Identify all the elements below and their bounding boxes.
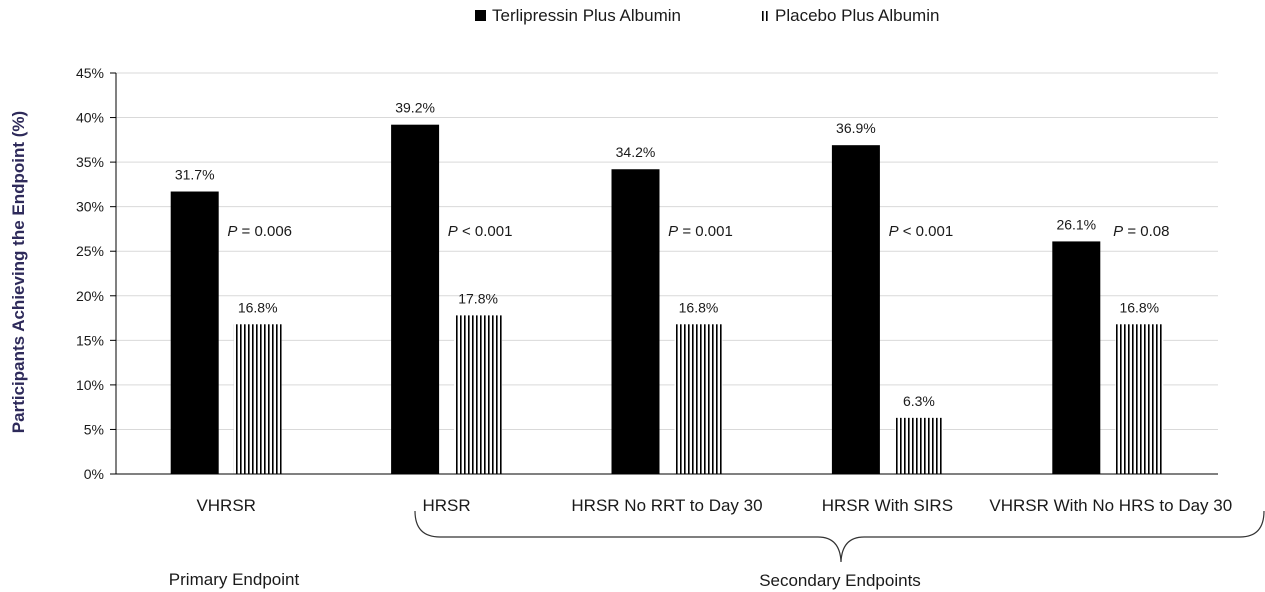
y-tick-label: 15% <box>76 332 104 348</box>
bar-terlipressin <box>1052 241 1101 474</box>
category-label: HRSR <box>423 496 471 515</box>
p-value-label: P = 0.001 <box>668 223 733 240</box>
y-tick-label: 35% <box>76 154 104 170</box>
legend-label-terlipressin: Terlipressin Plus Albumin <box>492 6 681 25</box>
legend-swatch-placebo <box>762 11 768 21</box>
y-tick-label: 45% <box>76 65 104 81</box>
p-value-label: P = 0.006 <box>227 223 292 240</box>
category-label: HRSR No RRT to Day 30 <box>571 496 762 515</box>
legend-label-placebo: Placebo Plus Albumin <box>775 6 939 25</box>
p-value-label: P < 0.001 <box>448 223 513 240</box>
y-tick-label: 0% <box>84 466 104 482</box>
bar-terlipressin <box>831 145 880 474</box>
data-label-terlipressin: 34.2% <box>616 144 656 160</box>
data-label-placebo: 17.8% <box>458 290 498 306</box>
y-axis-ticks: 0% 5% 10% 15% 20% 25% 30% 35% 40% 45% <box>76 65 117 482</box>
group-label-primary: Primary Endpoint <box>169 570 300 589</box>
p-value-label: P < 0.001 <box>889 223 954 240</box>
bar-placebo <box>894 417 943 474</box>
bar-terlipressin <box>391 124 440 474</box>
y-tick-label: 5% <box>84 421 104 437</box>
data-label-placebo: 6.3% <box>903 393 935 409</box>
bar-placebo <box>233 324 282 474</box>
data-label-terlipressin: 36.9% <box>836 120 876 136</box>
p-value-label: P = 0.08 <box>1113 223 1169 240</box>
p-value-labels: P = 0.006 P < 0.001 P = 0.001 P < 0.001 P = … <box>227 223 1169 240</box>
category-label: VHRSR <box>196 496 256 515</box>
category-label: HRSR With SIRS <box>822 496 953 515</box>
data-label-placebo: 16.8% <box>238 299 278 315</box>
y-tick-label: 30% <box>76 199 104 215</box>
data-label-placebo: 16.8% <box>1119 299 1159 315</box>
y-tick-label: 20% <box>76 288 104 304</box>
bars <box>170 124 1164 475</box>
secondary-endpoints-brace <box>414 510 1265 563</box>
y-tick-label: 25% <box>76 243 104 259</box>
bar-placebo <box>454 315 503 474</box>
y-tick-label: 10% <box>76 377 104 393</box>
gridlines <box>116 72 1218 430</box>
legend-swatch-terlipressin <box>475 10 486 21</box>
bar-terlipressin <box>611 169 660 475</box>
data-labels: 31.7% 16.8% 39.2% 17.8% 34.2% 16.8% 36.9% 6.3% 2… <box>175 100 1159 409</box>
y-tick-label: 40% <box>76 110 104 126</box>
bar-terlipressin <box>170 191 219 475</box>
y-axis-label: Participants Achieving the Endpoint (%) <box>9 111 28 433</box>
group-label-secondary: Secondary Endpoints <box>759 571 921 590</box>
data-label-terlipressin: 26.1% <box>1056 216 1096 232</box>
data-label-terlipressin: 31.7% <box>175 167 215 183</box>
data-label-placebo: 16.8% <box>679 299 719 315</box>
category-label: VHRSR With No HRS to Day 30 <box>989 496 1232 515</box>
category-labels: VHRSR HRSR HRSR No RRT to Day 30 HRSR With … <box>196 496 1232 515</box>
bar-placebo <box>1115 324 1164 474</box>
bar-placebo <box>674 324 723 474</box>
data-label-terlipressin: 39.2% <box>395 100 435 116</box>
legend: Terlipressin Plus Albumin Placebo Plus A… <box>475 6 939 25</box>
